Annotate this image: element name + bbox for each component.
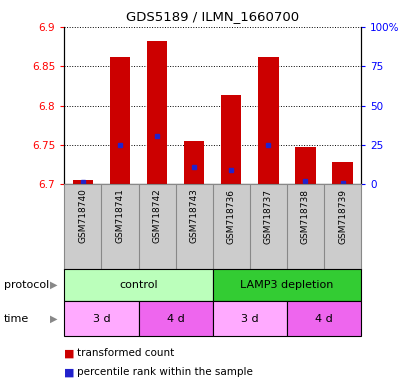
Bar: [64, 269, 213, 301]
Text: LAMP3 depletion: LAMP3 depletion: [240, 280, 334, 290]
Bar: [147, 41, 167, 184]
Text: GSM718739: GSM718739: [338, 189, 347, 243]
Bar: [258, 57, 278, 184]
Text: 4 d: 4 d: [315, 314, 333, 324]
Bar: [332, 162, 353, 184]
Text: ▶: ▶: [50, 314, 58, 324]
Text: control: control: [119, 280, 158, 290]
Bar: [139, 301, 213, 336]
Text: ■: ■: [64, 367, 75, 377]
Text: 3 d: 3 d: [241, 314, 259, 324]
Bar: [213, 269, 361, 301]
Bar: [73, 180, 93, 184]
Text: time: time: [4, 314, 29, 324]
Bar: [295, 147, 316, 184]
Text: GSM718736: GSM718736: [227, 189, 236, 243]
Text: ▶: ▶: [50, 280, 58, 290]
Text: GSM718738: GSM718738: [301, 189, 310, 243]
Text: GSM718742: GSM718742: [153, 189, 161, 243]
Text: ■: ■: [64, 348, 75, 358]
Title: GDS5189 / ILMN_1660700: GDS5189 / ILMN_1660700: [126, 10, 299, 23]
Text: GSM718743: GSM718743: [190, 189, 199, 243]
Text: GSM718740: GSM718740: [78, 189, 88, 243]
Bar: [287, 301, 361, 336]
Text: GSM718737: GSM718737: [264, 189, 273, 243]
Text: transformed count: transformed count: [77, 348, 174, 358]
Bar: [213, 301, 287, 336]
Bar: [184, 141, 204, 184]
Text: 4 d: 4 d: [167, 314, 185, 324]
Bar: [221, 95, 242, 184]
Text: percentile rank within the sample: percentile rank within the sample: [77, 367, 253, 377]
Text: protocol: protocol: [4, 280, 49, 290]
Text: GSM718741: GSM718741: [115, 189, 124, 243]
Text: 3 d: 3 d: [93, 314, 110, 324]
Bar: [64, 301, 139, 336]
Bar: [110, 57, 130, 184]
